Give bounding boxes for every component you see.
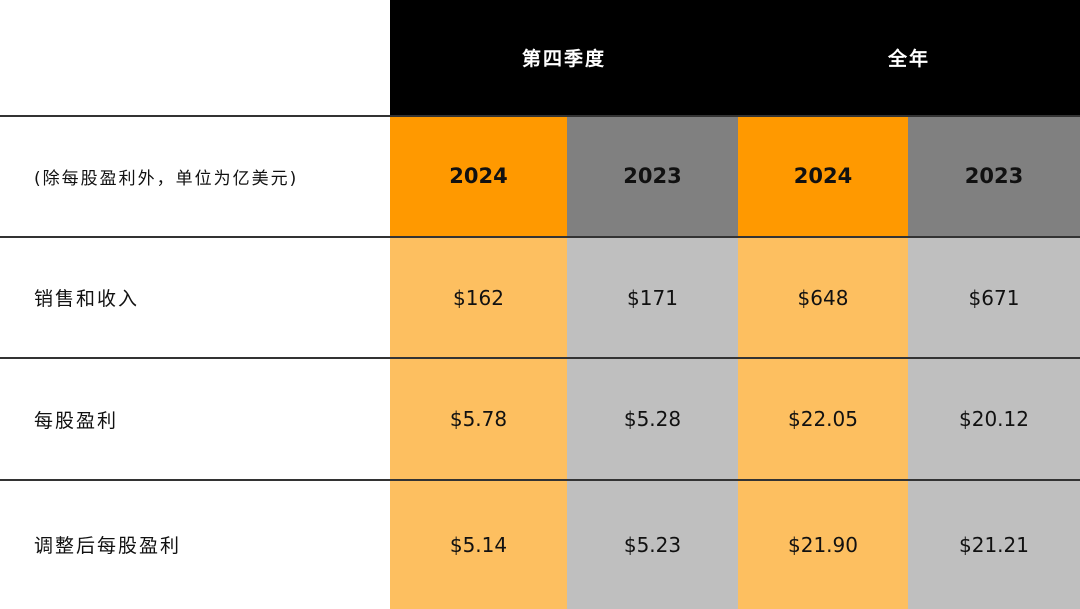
year-header: 2024 <box>390 115 567 237</box>
value-cell: $5.14 <box>390 480 567 609</box>
value-cell: $22.05 <box>738 358 908 480</box>
year-header: 2024 <box>738 115 908 237</box>
row-label: 调整后每股盈利 <box>0 480 390 609</box>
value-cell: $671 <box>908 237 1080 358</box>
year-header: 2023 <box>908 115 1080 237</box>
value-cell: $21.21 <box>908 480 1080 609</box>
header-band <box>390 0 1080 115</box>
group-header: 全年 <box>887 48 930 70</box>
value-cell: $5.78 <box>390 358 567 480</box>
row-divider <box>0 236 1080 238</box>
value-cell: $162 <box>390 237 567 358</box>
value-cell: $171 <box>567 237 738 358</box>
value-cell: $21.90 <box>738 480 908 609</box>
row-label: 销售和收入 <box>0 237 390 358</box>
row-label: 每股盈利 <box>0 358 390 480</box>
value-cell: $5.23 <box>567 480 738 609</box>
value-cell: $5.28 <box>567 358 738 480</box>
group-header: 第四季度 <box>521 48 606 70</box>
row-divider <box>0 115 1080 117</box>
row-divider <box>0 357 1080 359</box>
value-cell: $648 <box>738 237 908 358</box>
value-cell: $20.12 <box>908 358 1080 480</box>
unit-label: (除每股盈利外，单位为亿美元) <box>0 115 390 237</box>
row-divider <box>0 479 1080 481</box>
year-header: 2023 <box>567 115 738 237</box>
